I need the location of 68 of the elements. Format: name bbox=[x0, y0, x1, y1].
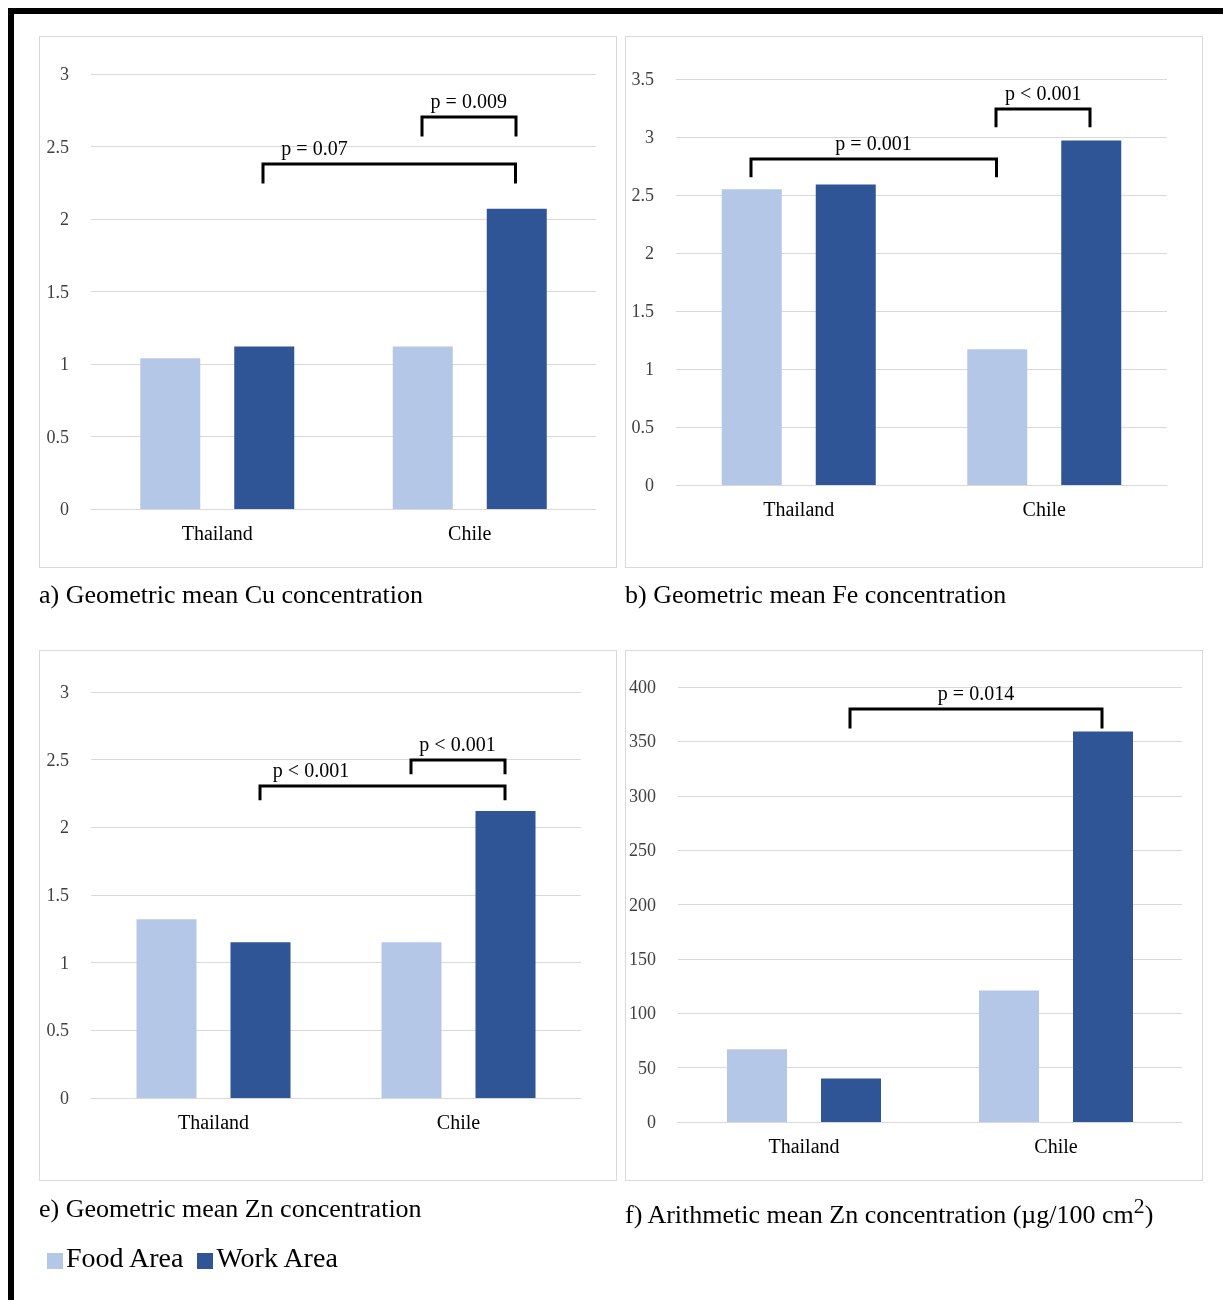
text: f) Arithmetic mean Zn concentration (µg/100 cm$^{2}$) bbox=[625, 1194, 1154, 1230]
y-tick-label: 2.5 bbox=[631, 185, 654, 205]
y-tick-label: 2 bbox=[60, 817, 69, 838]
y-tick-label: 1 bbox=[60, 952, 69, 973]
y-tick-label: 2 bbox=[60, 209, 69, 229]
y-tick-label: 2 bbox=[645, 243, 654, 263]
y-tick-label: 100 bbox=[629, 1003, 656, 1024]
annotation: p = 0.07 bbox=[281, 137, 348, 161]
y-tick-label: 2.5 bbox=[46, 136, 69, 157]
bar bbox=[475, 811, 536, 1098]
y-tick-label: 3 bbox=[60, 64, 69, 84]
x-tick-label: Chile bbox=[1034, 1135, 1078, 1157]
bar bbox=[721, 189, 782, 485]
y-tick-label: 1.5 bbox=[46, 885, 69, 905]
x-tick-label: Chile bbox=[448, 522, 492, 544]
y-tick-label: 150 bbox=[629, 948, 656, 969]
y-tick-label: 0.5 bbox=[46, 1020, 69, 1041]
y-tick-label: 3 bbox=[645, 127, 654, 147]
x-tick-label: Chile bbox=[436, 1111, 481, 1133]
annotation: p < 0.001 bbox=[272, 759, 350, 782]
bar bbox=[392, 346, 453, 509]
x-tick-label: Thailand bbox=[768, 1135, 840, 1157]
bar bbox=[234, 346, 295, 509]
bar bbox=[486, 208, 547, 509]
text: e) Geometric mean Zn concentration bbox=[39, 1194, 422, 1224]
bar bbox=[136, 919, 197, 1098]
y-tick-label: 1 bbox=[60, 354, 69, 374]
bar bbox=[727, 1049, 787, 1122]
y-tick-label: 350 bbox=[629, 731, 656, 752]
annotation: p = 0.001 bbox=[835, 132, 912, 156]
y-tick-label: 400 bbox=[629, 677, 656, 697]
bar bbox=[140, 358, 201, 509]
y-tick-label: 1.5 bbox=[46, 281, 69, 302]
y-tick-label: 0 bbox=[647, 1112, 656, 1132]
legend-label: Food Area bbox=[66, 1242, 184, 1273]
bar bbox=[821, 1078, 881, 1122]
x-tick-label: Thailand bbox=[763, 498, 835, 520]
text: b) Geometric mean Fe concentration bbox=[625, 580, 1007, 610]
bar bbox=[967, 349, 1028, 485]
bar bbox=[979, 990, 1039, 1122]
bar bbox=[230, 942, 291, 1098]
bar bbox=[815, 184, 876, 485]
text: a) Geometric mean Cu concentration bbox=[39, 580, 424, 610]
y-tick-label: 3.5 bbox=[631, 69, 654, 89]
bar bbox=[381, 942, 442, 1098]
y-tick-label: 1 bbox=[645, 359, 654, 379]
y-tick-label: 2.5 bbox=[46, 749, 69, 770]
y-tick-label: 0 bbox=[60, 499, 69, 519]
bar bbox=[1061, 140, 1122, 485]
y-tick-label: 50 bbox=[638, 1057, 656, 1078]
y-tick-label: 250 bbox=[629, 840, 656, 861]
x-tick-label: Thailand bbox=[181, 522, 253, 544]
annotation: p = 0.009 bbox=[430, 89, 507, 113]
y-tick-label: 1.5 bbox=[631, 301, 654, 321]
y-tick-label: 300 bbox=[629, 785, 656, 806]
legend-label: Work Area bbox=[216, 1242, 338, 1273]
annotation: p < 0.001 bbox=[1005, 82, 1082, 106]
x-tick-label: Thailand bbox=[177, 1111, 250, 1133]
x-tick-label: Chile bbox=[1022, 498, 1067, 520]
annotation: p < 0.001 bbox=[419, 733, 496, 757]
y-tick-label: 3 bbox=[60, 682, 69, 702]
y-tick-label: 0.5 bbox=[46, 426, 69, 447]
annotation: p = 0.014 bbox=[937, 682, 1015, 706]
bar bbox=[1073, 731, 1133, 1122]
y-tick-label: 0.5 bbox=[631, 417, 654, 437]
y-tick-label: 0 bbox=[645, 475, 654, 495]
y-tick-label: 0 bbox=[60, 1088, 69, 1108]
y-tick-label: 200 bbox=[629, 894, 656, 915]
